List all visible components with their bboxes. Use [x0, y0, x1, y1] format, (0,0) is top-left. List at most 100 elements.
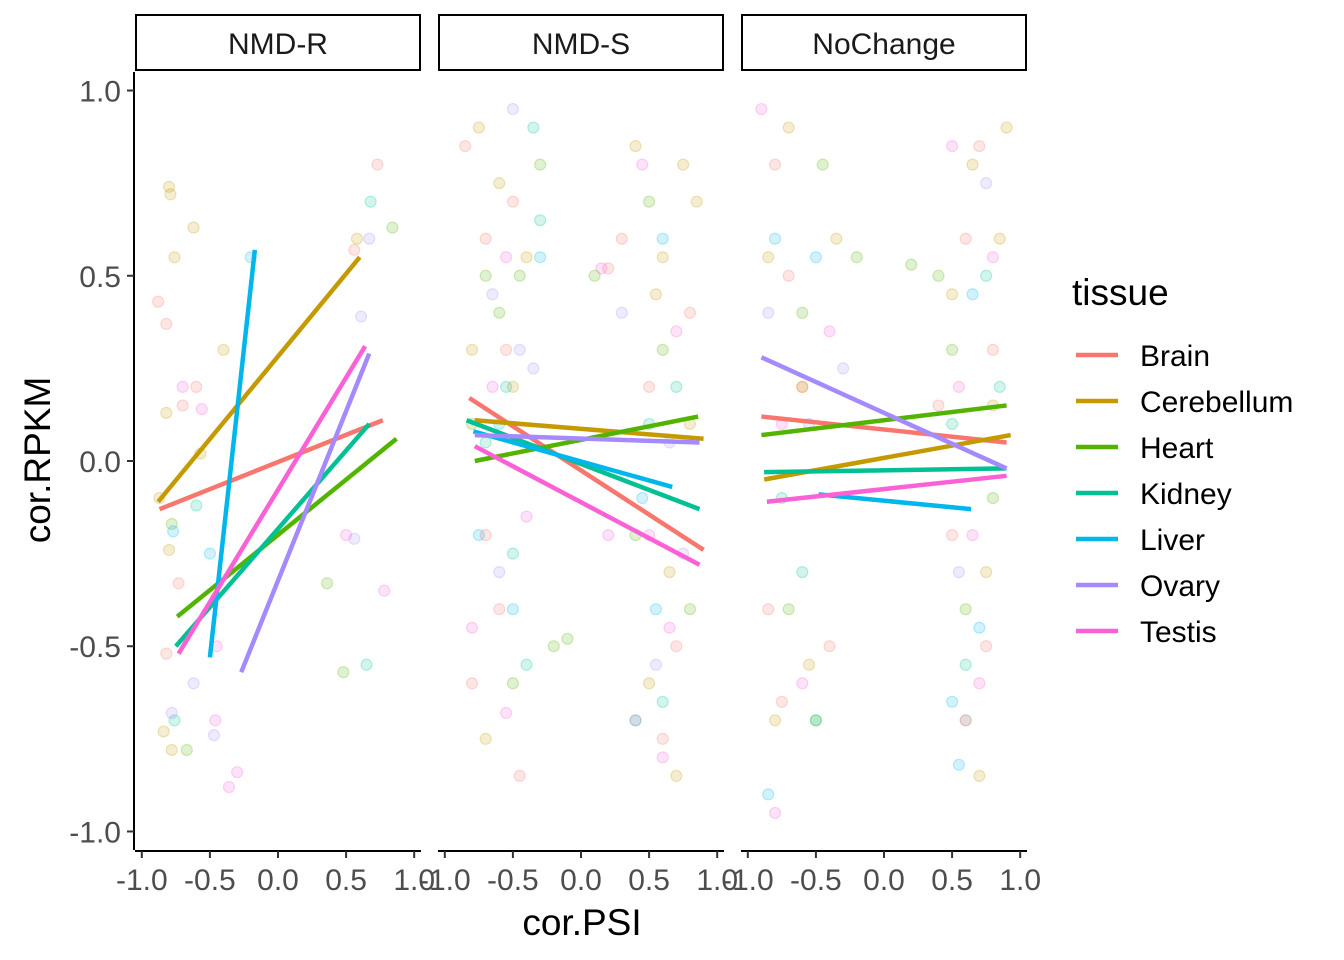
fit-line-testis — [473, 444, 701, 567]
data-point-heart — [513, 269, 526, 282]
data-point-testis — [986, 251, 1000, 264]
data-point-testis — [231, 766, 244, 779]
data-point-brain — [499, 343, 513, 356]
data-point-kidney — [527, 121, 540, 134]
data-point-heart — [547, 640, 560, 653]
data-point-liver — [945, 695, 959, 708]
x-tick-label: 1.0 — [999, 864, 1041, 897]
data-point-testis — [768, 806, 782, 820]
data-point-cerebellum — [350, 232, 364, 245]
legend-label-brain: Brain — [1140, 340, 1210, 373]
fit-line-testis — [766, 473, 1007, 504]
data-point-testis — [755, 102, 768, 116]
data-point-kidney — [520, 658, 533, 671]
data-point-brain — [670, 640, 683, 653]
data-point-kidney — [506, 547, 520, 560]
legend-label-testis: Testis — [1140, 616, 1217, 649]
data-point-heart — [986, 491, 1000, 505]
x-axis-title: cor.PSI — [522, 902, 641, 943]
data-point-heart — [850, 251, 863, 264]
data-point-heart — [479, 269, 492, 282]
facet-strip-label: NMD-R — [228, 28, 328, 61]
data-point-kidney — [670, 380, 683, 394]
data-point-brain — [775, 695, 788, 708]
data-point-testis — [499, 251, 513, 264]
data-point-cerebellum — [768, 714, 782, 727]
data-point-testis — [465, 621, 479, 634]
facet-strip — [438, 14, 724, 71]
data-point-heart — [588, 269, 601, 282]
data-point-brain — [656, 732, 669, 745]
data-point-cerebellum — [663, 566, 676, 579]
data-point-kidney — [190, 499, 203, 512]
x-tick-label: 0.0 — [560, 864, 602, 897]
data-point-brain — [479, 528, 492, 542]
data-point-kidney — [993, 380, 1006, 394]
data-point-heart — [932, 269, 945, 282]
data-point-ovary — [506, 102, 520, 116]
data-point-kidney — [499, 380, 513, 394]
fit-line-cerebellum — [156, 255, 362, 504]
data-point-liver — [649, 603, 663, 616]
data-point-ovary — [165, 706, 178, 720]
data-point-heart — [165, 517, 178, 531]
data-point-kidney — [534, 214, 547, 227]
data-point-ovary — [952, 566, 966, 579]
y-tick-label: -0.5 — [69, 631, 121, 664]
data-point-liver — [629, 714, 642, 727]
data-point-heart — [905, 258, 918, 271]
data-point-testis — [499, 706, 513, 720]
data-point-testis — [339, 528, 353, 542]
data-point-brain — [932, 399, 945, 412]
data-point-cerebellum — [162, 543, 176, 557]
data-point-heart — [506, 677, 520, 690]
x-tick-label: -0.5 — [790, 864, 842, 897]
data-point-heart — [782, 603, 795, 616]
data-point-brain — [160, 317, 173, 331]
data-point-brain — [823, 640, 836, 653]
data-point-kidney — [360, 658, 373, 671]
data-point-cerebellum — [165, 743, 178, 757]
data-point-ovary — [837, 362, 850, 375]
data-point-liver — [952, 758, 966, 771]
fit-line-heart — [175, 437, 398, 619]
data-point-cerebellum — [642, 677, 656, 690]
data-point-cerebellum — [945, 288, 959, 301]
data-point-testis — [595, 262, 608, 275]
facet-panels: NMD-R -1.0 -0.5 0.0 0.5 1.0 NMD-S -1.0 -0.5 0.0 0.… — [116, 14, 1041, 897]
data-point-ovary — [615, 306, 628, 319]
data-point-kidney — [796, 566, 809, 579]
data-point-kidney — [959, 658, 972, 671]
fit-line-liver — [207, 249, 258, 658]
data-point-cerebellum — [1000, 121, 1013, 134]
data-point-testis — [222, 780, 236, 794]
data-point-cerebellum — [796, 380, 809, 394]
data-point-liver — [966, 288, 979, 301]
fit-line-liver — [472, 429, 673, 490]
fit-line-kidney — [764, 466, 1007, 475]
fit-line-brain — [158, 418, 384, 512]
data-point-brain — [465, 677, 479, 690]
data-point-ovary — [354, 310, 368, 323]
data-point-ovary — [762, 306, 775, 319]
data-point-brain — [160, 647, 173, 660]
x-tick-label: 0.5 — [628, 864, 670, 897]
data-point-liver — [636, 491, 649, 505]
data-point-testis — [823, 325, 836, 338]
data-point-kidney — [479, 436, 492, 449]
data-point-heart — [816, 158, 829, 171]
data-point-cerebellum — [762, 251, 775, 264]
data-point-cerebellum — [472, 121, 485, 134]
data-point-liver — [656, 232, 669, 245]
data-point-cerebellum — [479, 732, 492, 745]
fit-line-ovary — [760, 355, 1008, 471]
data-point-cerebellum — [160, 406, 173, 419]
data-point-cerebellum — [520, 251, 533, 264]
x-tick-label: -1.0 — [116, 864, 168, 897]
data-point-heart — [809, 714, 823, 727]
data-point-cerebellum — [217, 343, 230, 356]
data-point-cerebellum — [973, 769, 986, 783]
data-point-cerebellum — [493, 177, 506, 190]
data-point-testis — [486, 380, 499, 394]
